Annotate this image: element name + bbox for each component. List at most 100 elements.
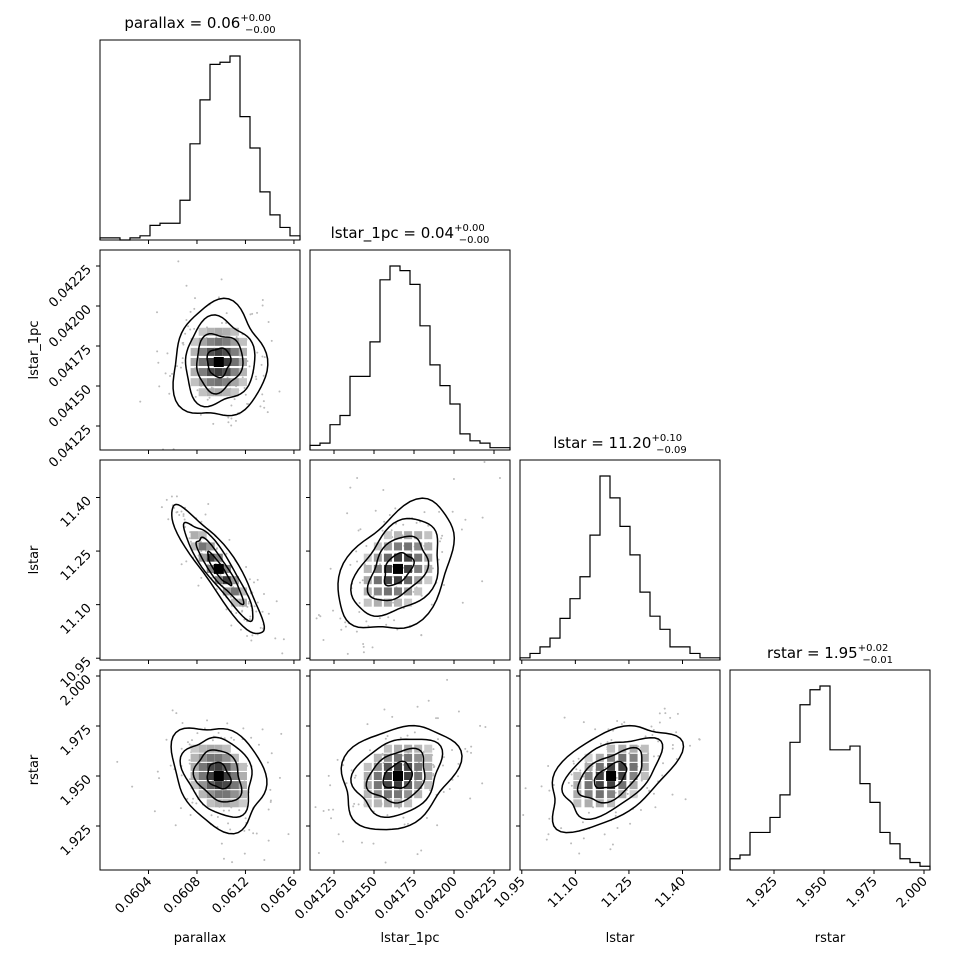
sample-point bbox=[675, 758, 678, 761]
sample-point bbox=[350, 769, 353, 772]
sample-point bbox=[238, 809, 241, 812]
sample-point bbox=[349, 563, 352, 566]
density-cell bbox=[640, 753, 649, 762]
panel-lstar_1pc-vs-rstar bbox=[309, 669, 511, 871]
sample-point bbox=[183, 525, 186, 528]
sample-point bbox=[215, 336, 218, 339]
sample-point bbox=[246, 402, 249, 405]
sample-point bbox=[255, 832, 258, 835]
sample-point bbox=[664, 712, 667, 715]
sample-point bbox=[171, 709, 174, 712]
density-cell bbox=[198, 337, 207, 346]
density-cell bbox=[404, 799, 413, 808]
sample-point bbox=[266, 761, 269, 764]
sample-point bbox=[317, 852, 320, 855]
sample-point bbox=[346, 652, 349, 655]
sample-point bbox=[233, 398, 236, 401]
density-cell bbox=[230, 368, 239, 377]
sample-point bbox=[439, 540, 442, 543]
sample-point bbox=[192, 797, 195, 800]
density-cell bbox=[206, 378, 215, 387]
density-cell bbox=[584, 753, 593, 762]
y-tick-label: 0.04150 bbox=[46, 382, 95, 431]
density-cell bbox=[222, 327, 231, 336]
sample-point bbox=[261, 299, 264, 302]
sample-point bbox=[230, 424, 233, 427]
sample-point bbox=[269, 788, 272, 791]
sample-point bbox=[353, 776, 356, 779]
sample-point bbox=[658, 712, 661, 715]
sample-point bbox=[239, 628, 242, 631]
sample-point bbox=[407, 822, 410, 825]
sample-point bbox=[164, 372, 167, 375]
sample-point bbox=[432, 748, 435, 751]
sample-point bbox=[684, 798, 687, 801]
histogram-title-parallax: parallax = 0.06+0.00 −0.00 bbox=[124, 13, 275, 36]
density-cell bbox=[214, 327, 223, 336]
density-cell bbox=[214, 790, 223, 799]
sample-point bbox=[178, 514, 181, 517]
title-name-value: rstar = 1.95 bbox=[767, 644, 858, 662]
sample-point bbox=[131, 785, 134, 788]
sample-point bbox=[248, 618, 251, 621]
sample-point bbox=[570, 842, 573, 845]
sample-point bbox=[652, 755, 655, 758]
sample-point bbox=[267, 839, 270, 842]
density-cell bbox=[214, 553, 223, 562]
sample-point bbox=[607, 728, 610, 731]
panel-lstar-vs-rstar bbox=[519, 669, 721, 871]
sample-point bbox=[246, 634, 249, 637]
density-cell bbox=[629, 753, 638, 762]
density-cell bbox=[595, 772, 604, 780]
sample-point bbox=[329, 567, 332, 570]
y-tick-label: 11.10 bbox=[58, 601, 95, 638]
sample-point bbox=[406, 734, 409, 737]
sample-point bbox=[220, 321, 223, 324]
histogram-title-lstar: lstar = 11.20+0.10 −0.09 bbox=[553, 433, 687, 456]
density-cell bbox=[404, 542, 413, 551]
sample-point bbox=[267, 612, 270, 615]
density-cell bbox=[404, 576, 413, 585]
density-cell bbox=[214, 576, 223, 585]
sample-point bbox=[662, 762, 665, 765]
density-cell bbox=[198, 762, 207, 771]
density-cell bbox=[404, 531, 413, 540]
sample-point bbox=[263, 859, 266, 862]
density-cell bbox=[206, 542, 215, 551]
sample-point bbox=[372, 595, 375, 598]
sample-point bbox=[540, 785, 543, 788]
density-cell bbox=[238, 762, 247, 771]
density-cell bbox=[222, 744, 231, 753]
sample-point bbox=[420, 849, 423, 852]
sample-point bbox=[652, 729, 655, 732]
mode-marker bbox=[213, 357, 224, 367]
sample-point bbox=[658, 721, 661, 724]
x-axis-label-parallax: parallax bbox=[174, 931, 227, 946]
sample-point bbox=[262, 400, 265, 403]
sample-point bbox=[252, 832, 255, 835]
contour-0.5-sigma bbox=[206, 347, 232, 379]
sample-point bbox=[442, 584, 445, 587]
density-cell bbox=[383, 598, 392, 607]
sample-point bbox=[657, 740, 660, 743]
density-cell bbox=[618, 781, 627, 790]
sample-point bbox=[349, 486, 352, 489]
contour-2-sigma bbox=[172, 297, 269, 417]
sample-point bbox=[225, 312, 228, 315]
x-tick-label: 0.04175 bbox=[372, 874, 421, 923]
x-tick-label: 0.0608 bbox=[161, 874, 204, 917]
sample-point bbox=[392, 601, 395, 604]
density-cell bbox=[363, 564, 372, 573]
axes-frame bbox=[519, 669, 721, 871]
sample-point bbox=[368, 749, 371, 752]
sample-point bbox=[432, 774, 435, 777]
density-cell bbox=[414, 564, 423, 573]
density-cell bbox=[222, 781, 231, 790]
sample-point bbox=[230, 404, 233, 407]
sample-point bbox=[185, 560, 188, 563]
density-cell bbox=[573, 781, 582, 790]
density-cell bbox=[629, 790, 638, 799]
sample-point bbox=[206, 398, 209, 401]
density-cell bbox=[238, 781, 247, 790]
density-cell bbox=[222, 753, 231, 762]
